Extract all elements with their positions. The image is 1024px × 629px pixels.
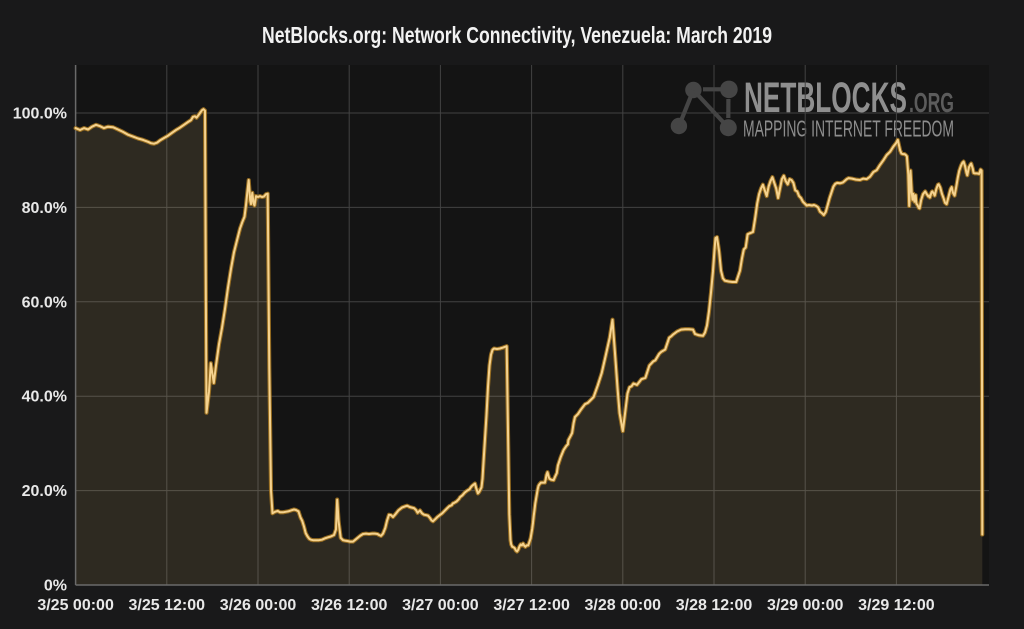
svg-text:3/28 12:00: 3/28 12:00 [676,597,753,614]
svg-text:0%: 0% [44,578,67,595]
svg-text:3/27 00:00: 3/27 00:00 [402,597,479,614]
svg-text:80.0%: 80.0% [22,200,67,217]
svg-text:NETBLOCKS: NETBLOCKS [744,75,907,122]
svg-text:100.0%: 100.0% [13,106,67,123]
svg-text:3/26 12:00: 3/26 12:00 [311,597,388,614]
svg-text:20.0%: 20.0% [22,483,67,500]
svg-text:3/28 00:00: 3/28 00:00 [585,597,662,614]
svg-text:NetBlocks.org: Network Connect: NetBlocks.org: Network Connectivity, Ven… [262,22,772,48]
svg-text:3/29 00:00: 3/29 00:00 [767,597,844,614]
svg-text:3/26 00:00: 3/26 00:00 [220,597,297,614]
svg-text:3/25 00:00: 3/25 00:00 [37,597,114,614]
svg-text:3/25 12:00: 3/25 12:00 [129,597,206,614]
svg-text:3/27 12:00: 3/27 12:00 [493,597,570,614]
svg-text:40.0%: 40.0% [22,389,67,406]
svg-text:3/29 12:00: 3/29 12:00 [858,597,935,614]
svg-text:60.0%: 60.0% [22,294,67,311]
svg-text:MAPPING INTERNET FREEDOM: MAPPING INTERNET FREEDOM [743,116,954,142]
